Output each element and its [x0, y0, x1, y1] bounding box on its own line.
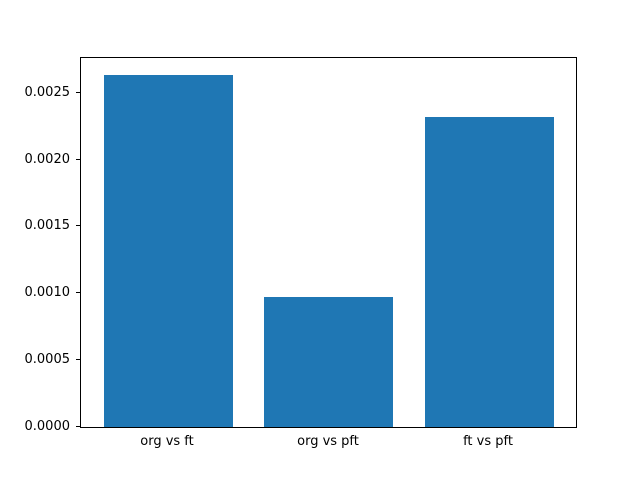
- y-tick-label: 0.0015: [24, 218, 71, 233]
- y-tick-label: 0.0000: [24, 419, 71, 434]
- y-tick-label: 0.0025: [24, 85, 71, 100]
- y-tick-mark: [76, 225, 80, 226]
- y-tick-mark: [76, 426, 80, 427]
- x-tick-label: ft vs pft: [463, 434, 513, 449]
- y-tick-label: 0.0005: [24, 352, 71, 367]
- y-tick-mark: [76, 359, 80, 360]
- y-tick-label: 0.0010: [24, 285, 71, 300]
- x-tick-label: org vs ft: [140, 434, 194, 449]
- bar-org-vs-ft: [104, 75, 233, 427]
- y-tick-mark: [76, 292, 80, 293]
- bar-ft-vs-pft: [425, 117, 554, 427]
- bar-org-vs-pft: [264, 297, 393, 427]
- y-tick-mark: [76, 159, 80, 160]
- plot-area: [80, 57, 577, 428]
- x-tick-label: org vs pft: [297, 434, 359, 449]
- y-tick-label: 0.0020: [24, 152, 71, 167]
- y-tick-mark: [76, 92, 80, 93]
